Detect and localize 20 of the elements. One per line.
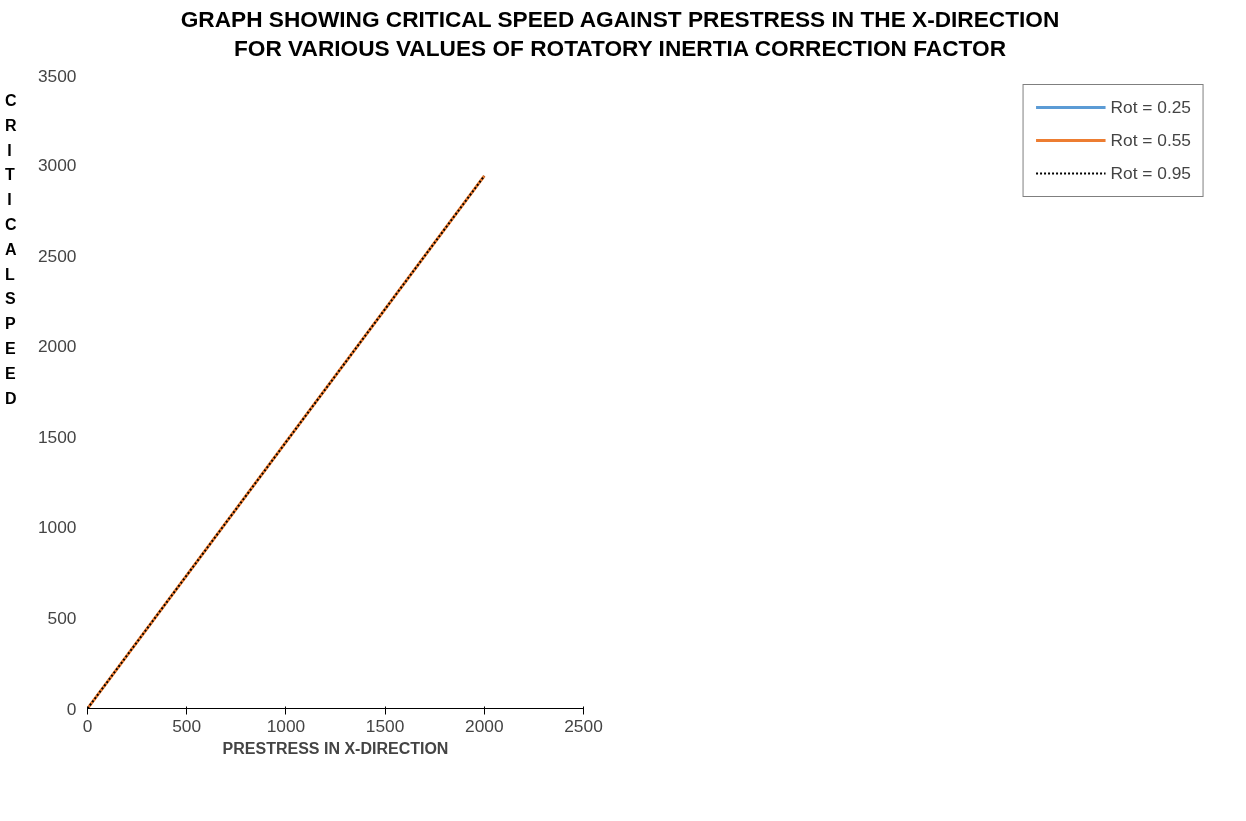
y-tick-label: 3000 [37, 155, 77, 176]
y-tick-label: 1000 [37, 517, 77, 538]
y-tick-label: 1500 [37, 426, 77, 447]
y-tick-label: 500 [47, 607, 77, 628]
x-tick-label: 0 [82, 715, 93, 736]
x-tick-label: 1500 [365, 715, 405, 736]
x-axis-title: PRESTRESS IN X-DIRECTION [222, 739, 449, 757]
y-tick-label: 2500 [37, 245, 77, 266]
legend-label: Rot = 0.25 [1110, 96, 1191, 118]
text: CRITICAL SPEED [5, 91, 17, 407]
y-tick-label: 0 [66, 698, 77, 719]
legend-label: Rot = 0.95 [1110, 162, 1191, 184]
legend-label: Rot = 0.55 [1110, 129, 1191, 151]
chart-title: GRAPH SHOWING CRITICAL SPEED AGAINST PRESTRESS IN THE X-DIRECTION FOR VARIOUS VALUES OF ROTATORY INERTIA CORRECTION FACTOR [179, 5, 1061, 64]
x-tick-label: 2500 [564, 715, 603, 736]
y-tick-label: 2000 [37, 336, 77, 357]
y-tick-label: 3500 [37, 65, 77, 86]
x-tick-label: 500 [172, 715, 202, 736]
x-tick-label: 1000 [266, 715, 306, 736]
x-tick-label: 2000 [465, 715, 504, 736]
